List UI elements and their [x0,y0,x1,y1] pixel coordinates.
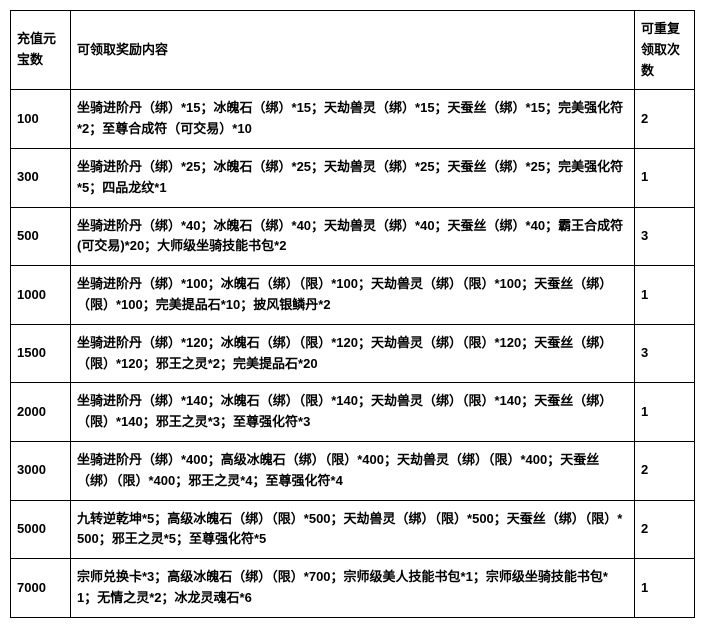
cell-times: 3 [635,324,695,383]
col-header-amount: 充值元宝数 [11,11,71,90]
table-row: 5000九转逆乾坤*5；高级冰魄石（绑）（限）*500；天劫兽灵（绑）（限）*5… [11,500,695,559]
cell-amount: 2000 [11,383,71,442]
cell-reward: 坐骑进阶丹（绑）*15；冰魄石（绑）*15；天劫兽灵（绑）*15；天蚕丝（绑）*… [71,90,635,149]
cell-reward: 坐骑进阶丹（绑）*100；冰魄石（绑）（限）*100；天劫兽灵（绑）（限）*10… [71,266,635,325]
table-row: 100坐骑进阶丹（绑）*15；冰魄石（绑）*15；天劫兽灵（绑）*15；天蚕丝（… [11,90,695,149]
cell-reward: 坐骑进阶丹（绑）*140；冰魄石（绑）（限）*140；天劫兽灵（绑）（限）*14… [71,383,635,442]
cell-reward: 坐骑进阶丹（绑）*120；冰魄石（绑）（限）*120；天劫兽灵（绑）（限）*12… [71,324,635,383]
cell-reward: 坐骑进阶丹（绑）*25；冰魄石（绑）*25；天劫兽灵（绑）*25；天蚕丝（绑）*… [71,148,635,207]
cell-times: 3 [635,207,695,266]
cell-amount: 7000 [11,559,71,618]
cell-amount: 1000 [11,266,71,325]
col-header-reward: 可领取奖励内容 [71,11,635,90]
table-row: 2000坐骑进阶丹（绑）*140；冰魄石（绑）（限）*140；天劫兽灵（绑）（限… [11,383,695,442]
cell-reward: 坐骑进阶丹（绑）*400；高级冰魄石（绑）（限）*400；天劫兽灵（绑）（限）*… [71,441,635,500]
cell-amount: 500 [11,207,71,266]
cell-times: 1 [635,383,695,442]
reward-table: 充值元宝数 可领取奖励内容 可重复领取次数 100坐骑进阶丹（绑）*15；冰魄石… [10,10,695,618]
cell-times: 1 [635,559,695,618]
cell-reward: 九转逆乾坤*5；高级冰魄石（绑）（限）*500；天劫兽灵（绑）（限）*500；天… [71,500,635,559]
cell-times: 1 [635,148,695,207]
cell-times: 2 [635,500,695,559]
cell-reward: 宗师兑换卡*3；高级冰魄石（绑）（限）*700；宗师级美人技能书包*1；宗师级坐… [71,559,635,618]
table-row: 300坐骑进阶丹（绑）*25；冰魄石（绑）*25；天劫兽灵（绑）*25；天蚕丝（… [11,148,695,207]
cell-times: 1 [635,266,695,325]
cell-times: 2 [635,90,695,149]
cell-times: 2 [635,441,695,500]
cell-amount: 5000 [11,500,71,559]
col-header-times: 可重复领取次数 [635,11,695,90]
table-row: 500坐骑进阶丹（绑）*40；冰魄石（绑）*40；天劫兽灵（绑）*40；天蚕丝（… [11,207,695,266]
cell-amount: 300 [11,148,71,207]
table-row: 1000坐骑进阶丹（绑）*100；冰魄石（绑）（限）*100；天劫兽灵（绑）（限… [11,266,695,325]
cell-amount: 100 [11,90,71,149]
table-row: 3000坐骑进阶丹（绑）*400；高级冰魄石（绑）（限）*400；天劫兽灵（绑）… [11,441,695,500]
cell-amount: 3000 [11,441,71,500]
cell-amount: 1500 [11,324,71,383]
table-header-row: 充值元宝数 可领取奖励内容 可重复领取次数 [11,11,695,90]
table-row: 7000宗师兑换卡*3；高级冰魄石（绑）（限）*700；宗师级美人技能书包*1；… [11,559,695,618]
table-row: 1500坐骑进阶丹（绑）*120；冰魄石（绑）（限）*120；天劫兽灵（绑）（限… [11,324,695,383]
cell-reward: 坐骑进阶丹（绑）*40；冰魄石（绑）*40；天劫兽灵（绑）*40；天蚕丝（绑）*… [71,207,635,266]
